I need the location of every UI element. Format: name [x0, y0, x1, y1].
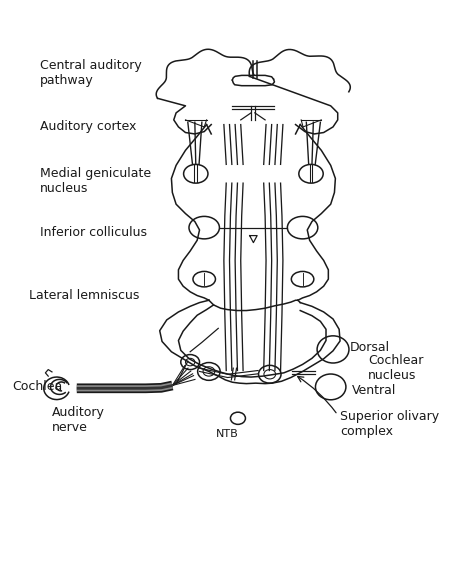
Text: Central auditory
pathway: Central auditory pathway — [40, 59, 142, 87]
Text: Dorsal: Dorsal — [349, 341, 390, 354]
Text: Lateral lemniscus: Lateral lemniscus — [28, 289, 139, 302]
Text: Inferior colliculus: Inferior colliculus — [40, 226, 147, 239]
Text: Cochlea: Cochlea — [12, 381, 63, 394]
Text: Ventral: Ventral — [352, 383, 396, 397]
Text: Auditory cortex: Auditory cortex — [40, 120, 137, 133]
Text: Medial geniculate
nucleus: Medial geniculate nucleus — [40, 167, 151, 195]
Text: NTB: NTB — [216, 429, 239, 439]
Text: Superior olivary
complex: Superior olivary complex — [340, 410, 439, 439]
Text: Cochlear
nucleus: Cochlear nucleus — [368, 354, 424, 382]
Text: Auditory
nerve: Auditory nerve — [52, 406, 105, 434]
